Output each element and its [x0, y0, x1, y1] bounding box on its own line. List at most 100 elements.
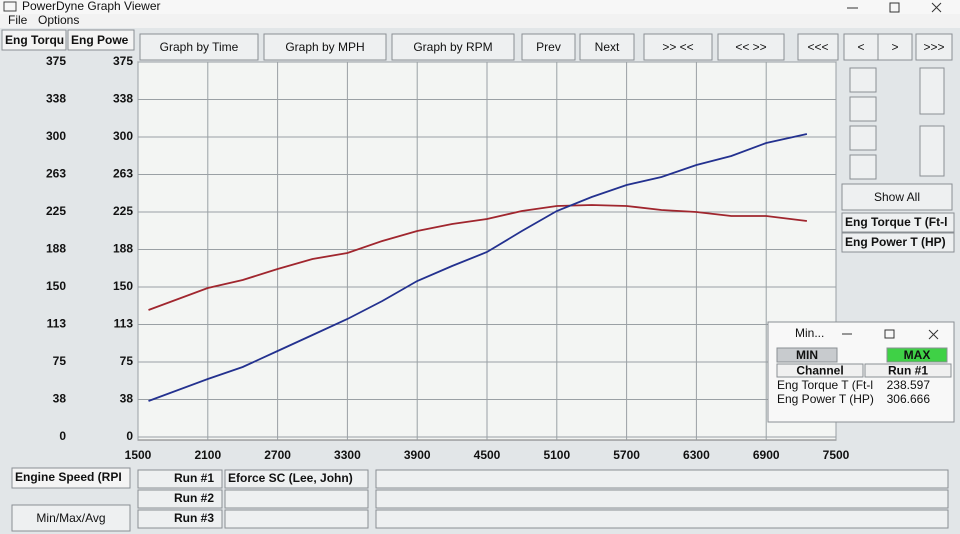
x-axis-title: Engine Speed (RPI: [15, 470, 122, 484]
x-axis-label-box: [11, 467, 131, 489]
scroll-button[interactable]: [849, 67, 877, 93]
y-tick-label: 38: [53, 392, 67, 406]
y-tick-label: 300: [46, 129, 66, 143]
popup-maximize[interactable]: [884, 329, 895, 339]
min-max-avg-button-label: Min/Max/Avg: [36, 511, 105, 525]
toolbar-button[interactable]: [263, 33, 387, 61]
series-line: [148, 204, 808, 311]
app-icon: [3, 1, 17, 12]
toolbar-button-label: >>>: [923, 40, 944, 54]
show-all-button-label: Show All: [874, 190, 920, 204]
x-tick-label: 6300: [683, 448, 710, 462]
menu-item[interactable]: Options: [38, 13, 79, 27]
legend-label: Eng Torque T (Ft-l: [845, 215, 947, 229]
toolbar-button-label: << >>: [735, 40, 766, 54]
min-button[interactable]: [776, 347, 838, 363]
toolbar-button[interactable]: [643, 33, 713, 61]
scroll-button[interactable]: [849, 96, 877, 122]
y2-tick-label: 38: [120, 392, 134, 406]
max-button-label: MAX: [904, 348, 931, 362]
y-tick-label: 338: [46, 92, 66, 106]
run-label-box: [137, 489, 223, 509]
toolbar-button-label: >: [891, 40, 898, 54]
toolbar-button-label: <: [857, 40, 864, 54]
close-icon[interactable]: [931, 2, 942, 13]
y2-tick-label: 225: [113, 204, 133, 218]
toolbar-button[interactable]: [843, 33, 879, 61]
x-tick-label: 5100: [543, 448, 570, 462]
run-label-box: [137, 469, 223, 489]
show-all-button[interactable]: [841, 183, 953, 211]
y2-tick-label: 113: [114, 317, 134, 331]
popup-value: 238.597: [887, 378, 931, 392]
scroll-button[interactable]: [919, 67, 945, 115]
toolbar-button[interactable]: [797, 33, 839, 61]
popup-title: Min...: [795, 326, 824, 340]
run-label: Run #2: [174, 491, 214, 505]
y2-tick-label: 188: [113, 242, 133, 256]
y-tick-label: 375: [46, 54, 66, 68]
x-tick-label: 4500: [474, 448, 501, 462]
x-tick-label: 3300: [334, 448, 361, 462]
y2-tick-label: 338: [113, 92, 133, 106]
popup-close[interactable]: [928, 329, 939, 340]
toolbar-button-label: Graph by Time: [160, 40, 239, 54]
y-axis-header: [1, 29, 67, 51]
maximize-icon[interactable]: [889, 2, 900, 13]
toolbar-button[interactable]: [139, 33, 259, 61]
column-header-label: Run #1: [888, 364, 928, 378]
y2-tick-label: 263: [113, 167, 133, 181]
column-header[interactable]: [864, 363, 952, 378]
run-detail-box: [375, 509, 949, 529]
popup-value: 306.666: [887, 392, 931, 406]
menu-bar: [0, 14, 960, 28]
y-tick-label: 150: [46, 279, 66, 293]
column-header[interactable]: [776, 363, 864, 378]
y-axis-title: Eng Torqu: [5, 33, 64, 47]
y-tick-label: 113: [47, 317, 67, 331]
run-label-box: [137, 509, 223, 529]
y2-tick-label: 150: [113, 279, 133, 293]
y-tick-label: 75: [53, 354, 67, 368]
run-name-box: [224, 469, 369, 489]
toolbar-button-label: Graph by RPM: [413, 40, 492, 54]
toolbar-button-label: >> <<: [662, 40, 693, 54]
x-tick-label: 5700: [613, 448, 640, 462]
scroll-button[interactable]: [919, 125, 945, 177]
toolbar-button[interactable]: [717, 33, 785, 61]
toolbar-button[interactable]: [521, 33, 576, 61]
y2-axis-header: [67, 29, 135, 51]
run-detail-box: [375, 469, 949, 489]
y-tick-label: 263: [46, 167, 66, 181]
y2-tick-label: 375: [113, 54, 133, 68]
toolbar-button[interactable]: [877, 33, 913, 61]
x-tick-label: 2100: [194, 448, 221, 462]
max-button[interactable]: [886, 347, 948, 363]
run-label: Run #3: [174, 511, 214, 525]
run-detail-box: [375, 489, 949, 509]
x-tick-label: 1500: [125, 448, 152, 462]
toolbar-button[interactable]: [391, 33, 515, 61]
min-max-avg-button[interactable]: [11, 504, 131, 532]
min-button-label: MIN: [796, 348, 818, 362]
scroll-button[interactable]: [849, 154, 877, 180]
y2-tick-label: 75: [120, 354, 134, 368]
legend-item[interactable]: [841, 212, 955, 233]
scroll-button[interactable]: [849, 125, 877, 151]
popup-channel: Eng Power T (HP): [777, 392, 874, 406]
menu-item[interactable]: File: [8, 13, 28, 27]
column-header-label: Channel: [796, 364, 843, 378]
y-tick-label: 188: [46, 242, 66, 256]
window-title: PowerDyne Graph Viewer: [22, 0, 161, 13]
toolbar-button[interactable]: [915, 33, 953, 61]
run-name: Eforce SC (Lee, John): [228, 471, 353, 485]
title-bar: [0, 0, 960, 14]
legend-item[interactable]: [841, 232, 955, 253]
y2-axis-title: Eng Powe: [71, 33, 129, 47]
x-tick-label: 6900: [753, 448, 780, 462]
x-tick-label: 3900: [404, 448, 431, 462]
run-name-box: [224, 489, 369, 509]
y-tick-label: 0: [59, 429, 66, 443]
toolbar-button[interactable]: [579, 33, 635, 61]
